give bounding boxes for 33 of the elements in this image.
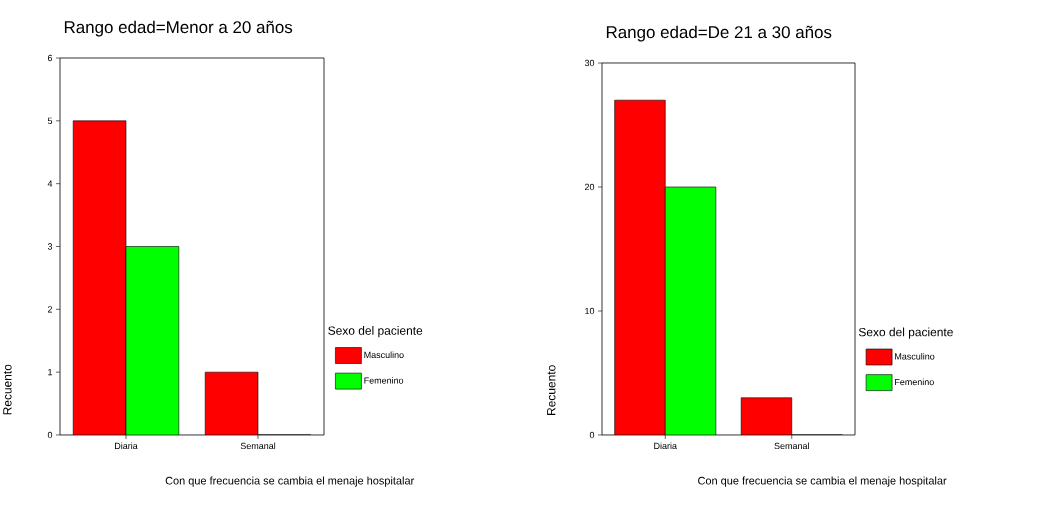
bar [73, 120, 127, 435]
legend-label: Masculino [364, 351, 404, 359]
y-tick-label: 4 [47, 180, 53, 187]
y-tick-label: 0 [47, 431, 53, 439]
y-tick-label: 3 [47, 243, 53, 250]
x-tick-label: Semanal [774, 442, 809, 450]
y-tick-label: 6 [47, 54, 53, 62]
chart-title: Rango edad=De 21 a 30 años [606, 25, 832, 42]
y-tick-label: 20 [584, 183, 595, 191]
y-axis-title: Recuento [3, 364, 12, 415]
bar [614, 100, 666, 435]
legend-title: Sexo del paciente [858, 327, 953, 339]
y-tick-label: 1 [48, 369, 53, 376]
bar [126, 246, 179, 435]
x-axis-title: Con que frecuencia se cambia el menaje hospitalar [698, 476, 947, 487]
x-tick-label: Diaria [115, 442, 138, 450]
y-axis-title: Recuento [547, 365, 556, 415]
y-tick-label: 0 [589, 431, 595, 439]
chart-title: Rango edad=Menor a 20 años [64, 20, 293, 37]
y-tick-label: 30 [584, 59, 595, 67]
x-tick-label: Semanal [240, 442, 276, 450]
x-tick-label: Diaria [654, 442, 677, 450]
bar [204, 371, 259, 435]
bar [740, 397, 793, 435]
y-tick-label: 10 [585, 307, 595, 315]
legend-label: Masculino [895, 353, 935, 360]
x-axis-title: Con que frecuencia se cambia el menaje hospitalar [165, 476, 415, 487]
legend-label: Femenino [895, 378, 934, 386]
y-tick-label: 2 [47, 306, 53, 313]
legend-label: Femenino [364, 377, 404, 384]
legend-title: Sexo del paciente [328, 326, 423, 338]
bar [665, 186, 716, 435]
y-tick-label: 5 [47, 117, 53, 124]
